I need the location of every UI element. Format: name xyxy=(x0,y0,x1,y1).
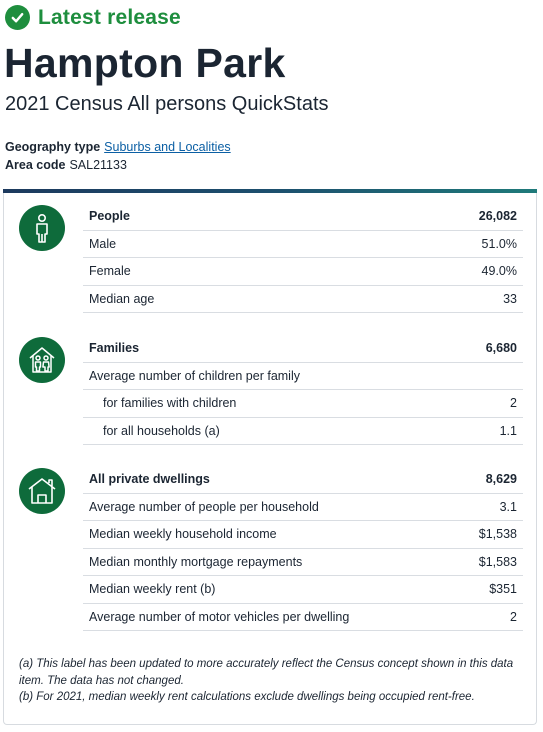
page-title: Hampton Park xyxy=(4,40,286,86)
people-table: People 26,082 Male 51.0% Female 49.0% Me… xyxy=(83,203,523,313)
people-heading-label: People xyxy=(89,209,130,224)
table-row: Male 51.0% xyxy=(83,231,523,258)
table-row: Average number of motor vehicles per dwe… xyxy=(83,604,523,631)
row-label: Median weekly household income xyxy=(89,527,277,542)
house-icon xyxy=(19,468,65,514)
dwellings-heading-value: 8,629 xyxy=(485,472,517,487)
families-heading-row: Families 6,680 xyxy=(83,335,523,363)
table-row: Median age 33 xyxy=(83,286,523,313)
row-value: $1,538 xyxy=(478,527,517,542)
people-heading-row: People 26,082 xyxy=(83,203,523,231)
row-value: 2 xyxy=(510,609,517,624)
row-label: Median age xyxy=(89,291,155,306)
families-heading-value: 6,680 xyxy=(485,341,517,356)
table-row: Median weekly rent (b) $351 xyxy=(83,576,523,604)
row-value: 33 xyxy=(503,291,517,306)
row-value: 3.1 xyxy=(499,499,517,514)
footnote-a: (a) This label has been updated to more … xyxy=(19,658,514,687)
table-row: Median monthly mortgage repayments $1,58… xyxy=(83,549,523,576)
family-house-icon xyxy=(19,337,65,383)
dwellings-heading-label: All private dwellings xyxy=(89,472,210,487)
table-row: for families with children 2 xyxy=(83,390,523,418)
area-code-line: Area code SAL21133 xyxy=(5,158,127,172)
latest-release-label: Latest release xyxy=(38,5,181,29)
latest-release-badge: Latest release xyxy=(5,5,181,30)
row-value: 1.1 xyxy=(499,423,517,438)
row-value: $351 xyxy=(489,582,517,597)
row-label: for families with children xyxy=(103,396,237,411)
area-code-value: SAL21133 xyxy=(69,158,127,172)
geography-type-label: Geography type xyxy=(5,140,101,154)
families-heading-label: Families xyxy=(89,341,140,356)
geography-type-link[interactable]: Suburbs and Localities xyxy=(104,140,231,154)
person-icon xyxy=(19,205,65,251)
quickstats-card: People 26,082 Male 51.0% Female 49.0% Me… xyxy=(3,189,537,725)
table-row: Median weekly household income $1,538 xyxy=(83,521,523,549)
row-label: Median monthly mortgage repayments xyxy=(89,554,303,569)
row-value: 2 xyxy=(510,396,517,411)
area-code-label: Area code xyxy=(5,158,66,172)
people-heading-value: 26,082 xyxy=(478,209,517,224)
table-row: Female 49.0% xyxy=(83,258,523,286)
table-row: Average number of people per household 3… xyxy=(83,494,523,521)
footnote-b: (b) For 2021, median weekly rent calcula… xyxy=(19,691,475,703)
row-label: Average number of motor vehicles per dwe… xyxy=(89,609,350,624)
table-row: for all households (a) 1.1 xyxy=(83,418,523,445)
row-label: Median weekly rent (b) xyxy=(89,582,216,597)
row-label: Female xyxy=(89,264,131,279)
row-value: $1,583 xyxy=(478,554,517,569)
row-value: 49.0% xyxy=(481,264,517,279)
families-table: Families 6,680 Average number of childre… xyxy=(83,335,523,445)
table-row: Average number of children per family xyxy=(83,363,523,390)
row-label: Average number of people per household xyxy=(89,499,319,514)
row-label: Male xyxy=(89,236,117,251)
row-label: Average number of children per family xyxy=(89,368,300,383)
row-value: 51.0% xyxy=(481,236,517,251)
geography-type-line: Geography type Suburbs and Localities xyxy=(5,140,231,154)
dwellings-heading-row: All private dwellings 8,629 xyxy=(83,466,523,494)
card-accent-bar xyxy=(3,189,537,193)
check-circle-icon xyxy=(5,5,30,30)
footnotes: (a) This label has been updated to more … xyxy=(19,656,529,706)
page-subtitle: 2021 Census All persons QuickStats xyxy=(5,93,329,115)
dwellings-table: All private dwellings 8,629 Average numb… xyxy=(83,466,523,631)
row-label: for all households (a) xyxy=(103,423,220,438)
